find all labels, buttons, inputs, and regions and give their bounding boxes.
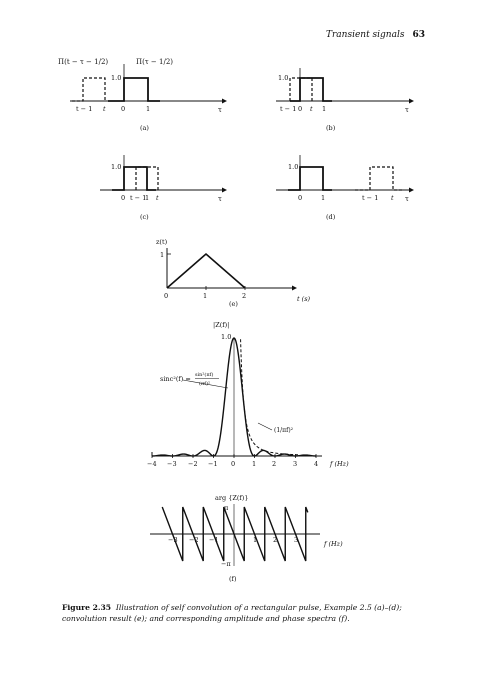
- caption-text: Illustration of self convolution of a re…: [62, 603, 402, 623]
- phase-tick-2: 2: [273, 536, 277, 544]
- amp-tick-label-m2: −2: [188, 460, 198, 468]
- panel-label-f: (f): [229, 575, 237, 583]
- tick-c-2: t − 1: [130, 194, 146, 202]
- amp-tick-label-m3: −3: [167, 460, 177, 468]
- axis-label-a: τ: [218, 106, 222, 114]
- amp-tick-label-4: 4: [314, 460, 318, 468]
- tick-d-4: t: [391, 194, 394, 202]
- panel-e: z(t) 1 0 1 2 t (s) (e): [156, 238, 311, 308]
- pi-top-label: π: [224, 504, 229, 512]
- shifted-pulse-c: [135, 166, 159, 190]
- shifted-pulse-b: [289, 77, 313, 101]
- fixed-pulse-d: [288, 166, 332, 191]
- xlabel-f-amp: f (Hz): [329, 460, 349, 468]
- bound-leader-line: [257, 422, 273, 431]
- axis-arrow-c: [222, 187, 227, 193]
- tick-c-4: t: [156, 194, 159, 202]
- panel-label-b: (b): [326, 124, 336, 132]
- bound-label: (1/πf)²: [274, 427, 294, 434]
- shifted-pulse-d: [355, 166, 402, 191]
- xlabel-f-phase: f (Hz): [323, 540, 343, 548]
- phase-tick-3: 3: [294, 536, 298, 544]
- tick-c-1: 0: [121, 194, 125, 202]
- page-number: 63: [412, 30, 425, 40]
- phase-sawtooth: [161, 506, 309, 562]
- axis-arrow-b: [409, 98, 414, 104]
- level-f-amp: 1.0: [221, 333, 231, 341]
- axis-label-c: τ: [218, 195, 222, 203]
- tick-b-3: t: [310, 105, 313, 113]
- axis-arrow-a: [222, 98, 227, 104]
- level-b: 1.0: [278, 74, 288, 82]
- sinc-squared-curve: [152, 337, 316, 457]
- tick-b-1: t − 1: [280, 105, 296, 113]
- amp-tick-label-m1: −1: [208, 460, 218, 468]
- tick-a-2: t: [103, 105, 106, 113]
- ylabel-f-phase: arg {Z(f)}: [215, 494, 248, 502]
- tick-d-3: t − 1: [362, 194, 378, 202]
- panel-a: Π(t − τ − 1/2) Π(τ − 1/2) 1.0 t − 1 t 0 …: [58, 58, 227, 132]
- amp-tick-label-3: 3: [293, 460, 297, 468]
- pi-bottom-label: −π: [221, 560, 231, 568]
- axis-arrow-d: [409, 187, 414, 193]
- x-tick-label-e-0: 0: [164, 292, 168, 300]
- x-axis-arrow-e: [292, 285, 297, 291]
- sinc-leader-line: [182, 379, 229, 389]
- level-a: 1.0: [111, 74, 121, 82]
- shifted-pulse-a: [72, 77, 106, 102]
- running-title: Transient signals: [325, 30, 405, 40]
- shifted-label-a: Π(t − τ − 1/2): [58, 58, 108, 66]
- panel-d: 1.0 0 1 t − 1 t τ (d): [276, 155, 414, 221]
- phase-tick-m2: −2: [189, 536, 199, 544]
- tick-c-3: 1: [145, 194, 149, 202]
- tick-b-2: 0: [298, 105, 302, 113]
- phase-tick-m3: −3: [168, 536, 178, 544]
- tick-a-4: 1: [146, 105, 150, 113]
- tick-d-2: 1: [321, 194, 325, 202]
- panel-label-a: (a): [140, 124, 149, 132]
- sinc-numerator: sin²(πf): [195, 371, 213, 378]
- amp-tick-label-0: 0: [231, 460, 235, 468]
- sinc-denominator: (πf)²: [199, 380, 210, 387]
- level-d: 1.0: [288, 163, 298, 171]
- phase-tick-1: 1: [253, 536, 257, 544]
- figure-number: Figure 2.35: [62, 603, 112, 612]
- level-c: 1.0: [111, 163, 121, 171]
- amp-tick-label-2: 2: [272, 460, 276, 468]
- panel-f-amplitude: |Z(f)| 1.0 sinc²(f) = sin²(πf) (πf)² (1/…: [147, 321, 349, 468]
- panel-c: 1.0 0 t − 1 1 t τ (c): [100, 155, 227, 221]
- tick-b-4: 1: [322, 105, 326, 113]
- axis-label-b: τ: [405, 106, 409, 114]
- axis-label-d: τ: [405, 195, 409, 203]
- tick-a-3: 0: [121, 105, 125, 113]
- amp-x-ticks: −4 −3 −2 −1 0 1 2 3 4: [147, 454, 318, 468]
- fixed-label-a: Π(τ − 1/2): [136, 58, 173, 66]
- figure-caption: Figure 2.35 Illustration of self convolu…: [62, 602, 422, 624]
- panel-b: 1.0 t − 1 0 t 1 τ (b): [276, 68, 414, 132]
- amp-tick-label-1: 1: [252, 460, 256, 468]
- phase-tick-m1: −1: [209, 536, 219, 544]
- ylabel-f-amp: |Z(f)|: [213, 321, 229, 329]
- running-header: Transient signals 63: [326, 30, 425, 40]
- fixed-pulse-a: [108, 77, 160, 102]
- amp-tick-label-m4: −4: [147, 460, 157, 468]
- panel-label-d: (d): [326, 213, 336, 221]
- x-tick-label-e-1: 1: [203, 292, 207, 300]
- triangle-e: [166, 252, 246, 289]
- panel-label-e: (e): [229, 300, 238, 308]
- tick-d-1: 0: [298, 194, 302, 202]
- x-tick-label-e-2: 2: [242, 292, 246, 300]
- panel-label-c: (c): [140, 213, 149, 221]
- fixed-pulse-b: [290, 77, 332, 102]
- inverse-square-bound: [240, 339, 298, 456]
- panel-f-phase: arg {Z(f)} π −π −3 −2 −1 1 2 3 f (Hz) (f…: [150, 494, 343, 583]
- ylabel-e: z(t): [156, 238, 168, 246]
- tick-a-1: t − 1: [76, 105, 92, 113]
- y-tick-label-e: 1: [160, 251, 164, 259]
- xlabel-e: t (s): [297, 295, 311, 303]
- sinc-label: sinc²(f) =: [160, 375, 191, 383]
